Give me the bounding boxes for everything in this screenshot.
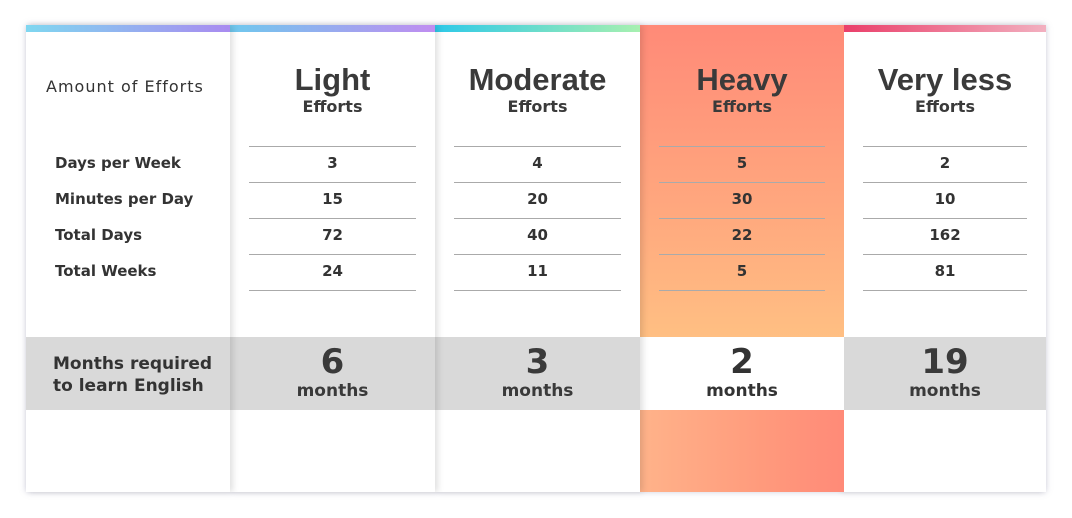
plan-subtitle: Efforts [712,97,772,116]
value-total-days: 72 [249,218,416,254]
plan-values: 3 15 72 24 [249,146,416,291]
result-label-line-2: to learn English [53,376,204,396]
amount-of-efforts-header: Amount of Efforts [46,77,204,96]
plan-header: Heavy Efforts [640,62,844,117]
value-days-per-week: 4 [454,146,621,182]
plan-subtitle: Efforts [507,97,568,116]
row-labels-column: Amount of Efforts Days per Week Minutes … [26,25,230,492]
value-minutes-per-day: 20 [454,182,621,218]
value-days-per-week: 2 [863,146,1027,182]
value-total-weeks: 24 [249,254,416,291]
row-label-total-days: Total Days [55,226,143,244]
plan-title: Very less [877,62,1013,97]
row-label-minutes-per-day: Minutes per Day [55,190,194,208]
result-label-band: Months required to learn English [26,337,230,410]
months-unit: months [296,381,369,401]
value-total-days: 40 [454,218,621,254]
plan-values: 5 30 22 5 [659,146,825,291]
value-total-weeks: 81 [863,254,1027,291]
plan-column-light: Light Efforts 3 15 72 24 6 months [230,25,435,492]
plan-column-moderate: Moderate Efforts 4 20 40 11 3 months [435,25,640,492]
months-unit: months [706,381,778,401]
months-number: 19 [921,342,969,382]
plan-accent-bar [230,25,435,32]
plan-accent-bar [844,25,1046,32]
plan-title: Heavy [696,62,788,97]
plan-column-heavy: Heavy Efforts 5 30 22 5 2 months [640,25,844,492]
months-result: 6 months [230,337,435,410]
plan-values: 2 10 162 81 [863,146,1027,291]
plan-header: Moderate Efforts [435,62,640,117]
value-minutes-per-day: 10 [863,182,1027,218]
effort-comparison-table: Amount of Efforts Days per Week Minutes … [26,25,1046,492]
months-number: 3 [525,342,550,382]
label-column-accent-bar [26,25,230,32]
plan-title: Light [294,62,371,97]
value-minutes-per-day: 30 [659,182,825,218]
value-minutes-per-day: 15 [249,182,416,218]
value-days-per-week: 3 [249,146,416,182]
months-number: 6 [320,342,345,382]
value-total-weeks: 5 [659,254,825,291]
value-total-days: 22 [659,218,825,254]
plan-values: 4 20 40 11 [454,146,621,291]
months-unit: months [909,381,981,401]
months-result: 3 months [435,337,640,410]
plan-subtitle: Efforts [915,97,975,116]
months-number: 2 [730,342,754,382]
result-label-line-1: Months required [53,354,213,374]
plan-subtitle: Efforts [302,97,363,116]
result-label: Months required to learn English [53,353,212,397]
months-unit: months [501,381,574,401]
plan-column-very-less: Very less Efforts 2 10 162 81 19 months [844,25,1046,492]
highlight-bottom-fill [640,410,844,492]
value-total-days: 162 [863,218,1027,254]
plan-header: Light Efforts [230,62,435,117]
value-total-weeks: 11 [454,254,621,291]
row-label-total-weeks: Total Weeks [55,262,157,280]
months-result: 2 months [640,337,844,410]
plan-accent-bar [435,25,640,32]
months-result: 19 months [844,337,1046,410]
row-label-days-per-week: Days per Week [55,154,181,172]
value-days-per-week: 5 [659,146,825,182]
plan-title: Moderate [468,62,607,97]
plan-header: Very less Efforts [844,62,1046,117]
